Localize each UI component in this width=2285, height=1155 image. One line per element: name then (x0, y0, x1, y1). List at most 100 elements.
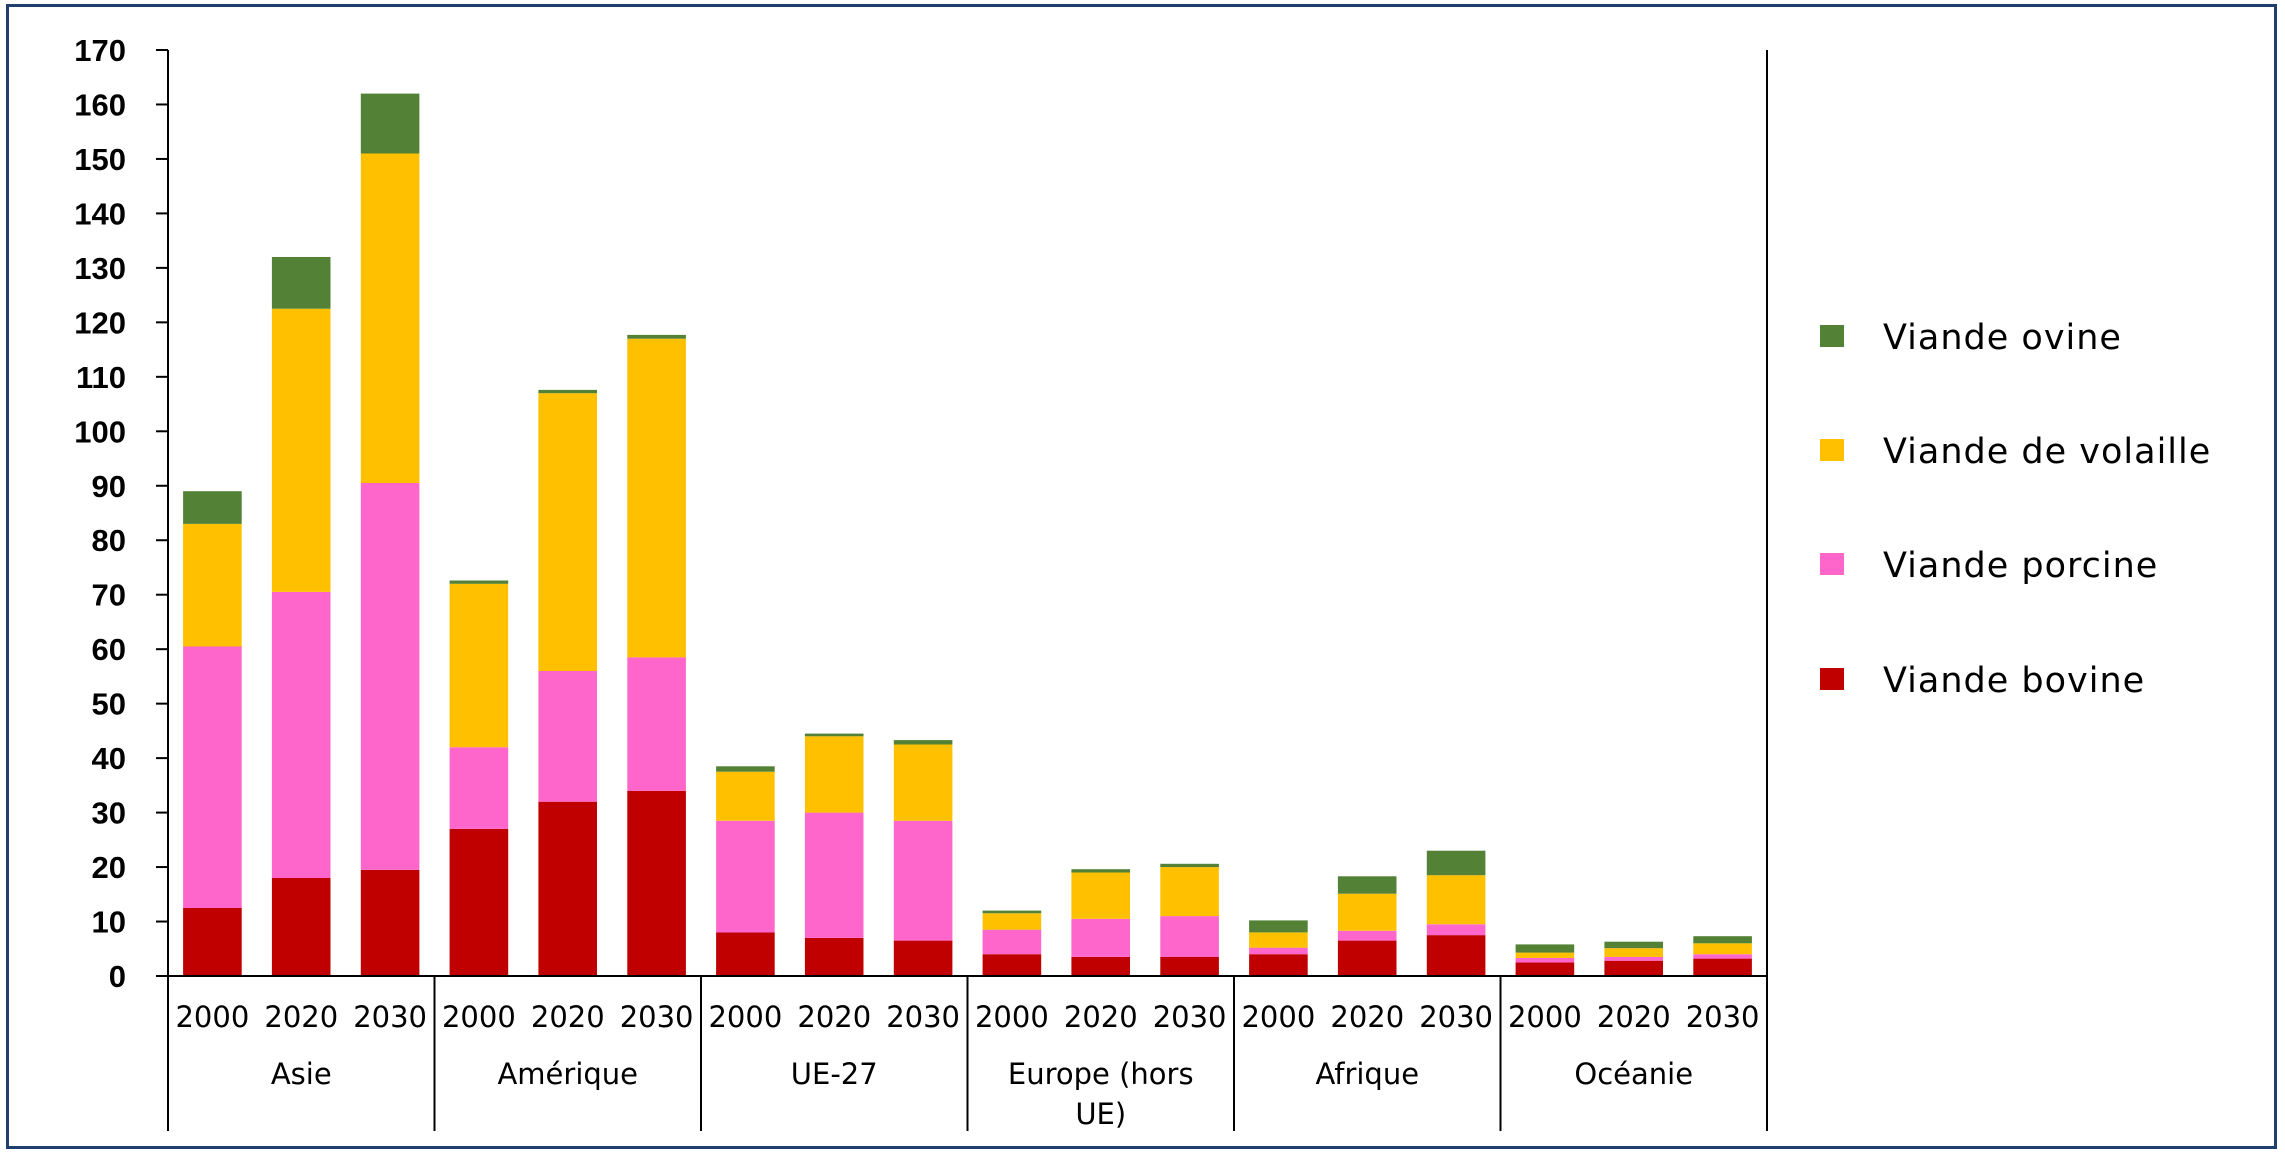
bar-segment (1071, 956, 1130, 976)
bar-segment (1515, 952, 1575, 958)
bar-segment (360, 153, 420, 483)
bar-segment (1604, 960, 1663, 976)
bar-segment (627, 334, 686, 339)
y-tick-label: 10 (92, 905, 126, 940)
bar-segment (1071, 918, 1130, 957)
bar-segment (1337, 930, 1397, 941)
bar-segment (1515, 958, 1575, 963)
x-tick-label: 2030 (1153, 1000, 1227, 1034)
bar-segment (449, 583, 509, 748)
bar-segment (627, 657, 686, 791)
group-label: Europe (hors UE) (1008, 1057, 1194, 1131)
bar-segment (360, 483, 420, 870)
x-tick-label: 2030 (1686, 1000, 1760, 1034)
bar-segment (893, 820, 953, 941)
bar-segment (982, 910, 1042, 914)
bar-segment (449, 747, 509, 829)
bar-segment (1249, 932, 1308, 948)
bar-segment (893, 940, 953, 976)
y-tick-label: 50 (92, 687, 126, 722)
bar-segment (271, 878, 331, 976)
x-tick-label: 2000 (175, 1000, 249, 1034)
bar-segment (893, 740, 953, 745)
bar-segment (1337, 893, 1397, 931)
bar-segment (1693, 954, 1752, 959)
bar-segment (1071, 869, 1130, 873)
x-tick-label: 2000 (975, 1000, 1049, 1034)
y-tick-label: 100 (74, 414, 126, 449)
legend-label: Viande bovine (1883, 661, 2145, 701)
bar-segment (183, 523, 242, 647)
bar-segment (1693, 943, 1752, 955)
bar-segment (893, 744, 953, 821)
legend: Viande ovine Viande de volaille Viande por… (1820, 318, 2211, 701)
group-label: Amérique (497, 1057, 638, 1091)
group-label: Océanie (1574, 1057, 1693, 1091)
bar-segment (1604, 956, 1663, 961)
bar-segment (1160, 863, 1219, 868)
group-label: UE-27 (791, 1057, 878, 1091)
bar-segment (804, 736, 864, 813)
bar-segment (982, 913, 1042, 930)
bar-segment (449, 828, 509, 976)
bar-segment (449, 580, 509, 584)
bar-segment (271, 592, 331, 878)
bar-segment (538, 671, 597, 802)
x-tick-label: 2000 (1508, 1000, 1582, 1034)
bar-segment (360, 869, 420, 976)
bar-segment (1249, 954, 1308, 976)
bar-segment (1515, 944, 1575, 953)
group-label: Afrique (1315, 1057, 1419, 1091)
bar-segment (1160, 916, 1219, 957)
bar-segment (1426, 850, 1486, 876)
x-tick-label: 2030 (886, 1000, 960, 1034)
bar-segment (1249, 947, 1308, 955)
y-tick-label: 170 (74, 33, 126, 68)
bar-segment (1693, 958, 1752, 976)
bar-segment (1160, 867, 1219, 917)
bar-segment (360, 93, 420, 154)
bar-segment (1426, 875, 1486, 925)
y-tick-label: 60 (92, 632, 126, 667)
bar-segment (1426, 924, 1486, 936)
x-tick-label: 2000 (442, 1000, 516, 1034)
y-tick-label: 110 (76, 360, 126, 395)
bar-segment (716, 932, 775, 976)
bar-segment (1604, 941, 1663, 949)
legend-swatch (1820, 553, 1844, 575)
x-tick-label: 2000 (1241, 1000, 1315, 1034)
bar-segment (271, 257, 331, 309)
bar-segment (1249, 920, 1308, 933)
bar-segment (982, 929, 1042, 955)
group-label: Asie (271, 1057, 332, 1091)
bar-segment (1693, 936, 1752, 944)
bar-segment (183, 646, 242, 908)
bar-segment (271, 308, 331, 592)
bar-segment (1071, 872, 1130, 919)
y-tick-label: 20 (92, 850, 126, 885)
x-tick-label: 2020 (1064, 1000, 1138, 1034)
bar-segment (1426, 935, 1486, 976)
legend-label: Viande porcine (1883, 546, 2158, 586)
y-tick-label: 160 (74, 87, 126, 122)
bar-segment (716, 820, 775, 933)
y-tick-label: 120 (74, 305, 126, 340)
x-tick-label: 2020 (1330, 1000, 1404, 1034)
bar-segment (627, 338, 686, 658)
legend-label: Viande de volaille (1883, 432, 2211, 472)
y-tick-label: 80 (92, 523, 126, 558)
bar-segment (1604, 948, 1663, 957)
plot-area: 2000 2020 2030 2000 2020 2030 2000 2020 2030 2000… (74, 33, 1768, 1131)
x-tick-label: 2030 (620, 1000, 694, 1034)
x-tick-label: 2020 (531, 1000, 605, 1034)
y-tick-label: 140 (74, 196, 126, 231)
bar-segment (804, 733, 864, 737)
bar-segment (804, 937, 864, 976)
y-tick-label: 0 (109, 959, 126, 994)
y-tick-label: 90 (92, 469, 126, 504)
bar-segment (183, 907, 242, 976)
bar-segment (1160, 956, 1219, 976)
bar-segment (538, 389, 597, 394)
legend-swatch (1820, 439, 1844, 461)
